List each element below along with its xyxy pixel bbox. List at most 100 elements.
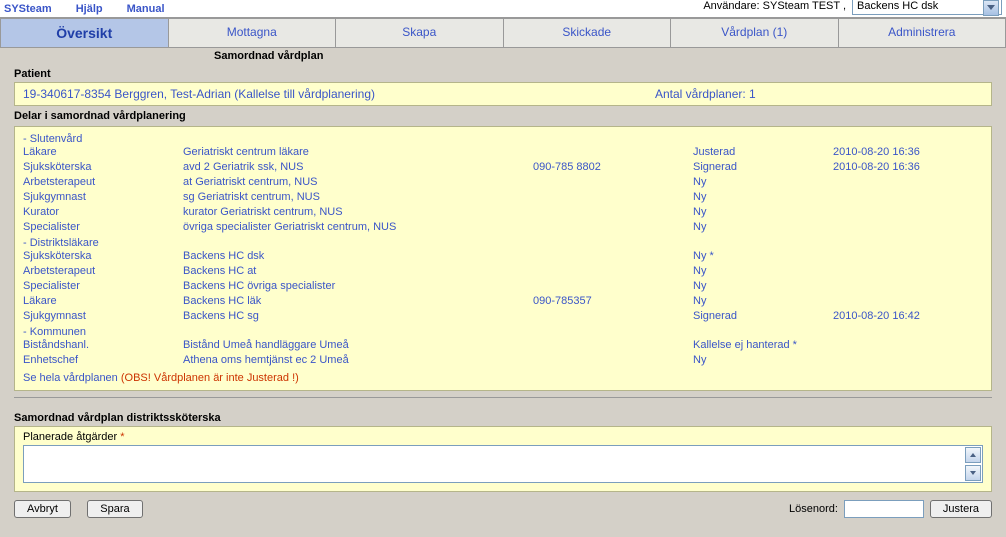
phone — [533, 175, 693, 190]
patient-box: 19-340617-8354 Berggren, Test-Adrian (Ka… — [14, 82, 992, 106]
actions-textarea[interactable] — [24, 446, 964, 482]
plan-row: SjukgymnastBackens HC sgSignerad2010-08-… — [23, 309, 983, 324]
tab-5[interactable]: Administrera — [839, 18, 1006, 47]
cancel-button[interactable]: Avbryt — [14, 500, 71, 518]
tab-4[interactable]: Vårdplan (1) — [671, 18, 839, 47]
timestamp — [833, 190, 983, 205]
adjust-button[interactable]: Justera — [930, 500, 992, 518]
field-label: Planerade åtgärder — [23, 431, 117, 443]
plan-box: SlutenvårdLäkareGeriatriskt centrum läka… — [14, 126, 992, 391]
status: Ny — [693, 264, 833, 279]
password-input[interactable] — [844, 500, 924, 518]
separator — [14, 397, 992, 398]
role: Kurator — [23, 205, 183, 220]
role: Enhetschef — [23, 353, 183, 368]
group-header: Distriktsläkare — [23, 237, 983, 249]
textarea-wrap — [23, 445, 983, 483]
role: Sjuksköterska — [23, 160, 183, 175]
role: Sjuksköterska — [23, 249, 183, 264]
tab-0[interactable]: Översikt — [0, 18, 169, 47]
status: Signerad — [693, 309, 833, 324]
unit: Geriatriskt centrum läkare — [183, 145, 533, 160]
scroll-down[interactable] — [965, 465, 981, 481]
unit: Backens HC sg — [183, 309, 533, 324]
field-label-row: Planerade åtgärder * — [23, 431, 983, 443]
role: Biståndshanl. — [23, 338, 183, 353]
phone — [533, 353, 693, 368]
see-full-plan-link[interactable]: Se hela vårdplanen — [23, 372, 121, 384]
timestamp — [833, 220, 983, 235]
password-label: Lösenord: — [789, 503, 838, 515]
unit: at Geriatriskt centrum, NUS — [183, 175, 533, 190]
unit: Backens HC läk — [183, 294, 533, 309]
unit: Athena oms hemtjänst ec 2 Umeå — [183, 353, 533, 368]
plan-count: Antal vårdplaner: 1 — [655, 87, 756, 101]
role: Arbetsterapeut — [23, 264, 183, 279]
group-header: Slutenvård — [23, 133, 983, 145]
plan-row: SpecialisterBackens HC övriga specialist… — [23, 279, 983, 294]
status: Ny — [693, 175, 833, 190]
link-help[interactable]: Hjälp — [76, 3, 103, 15]
unit-combo[interactable]: Backens HC dsk — [852, 0, 1002, 15]
status: Signerad — [693, 160, 833, 175]
scroll-up[interactable] — [965, 447, 981, 463]
buttons-left: Avbryt Spara — [14, 500, 143, 518]
plan-row: EnhetschefAthena oms hemtjänst ec 2 Umeå… — [23, 353, 983, 368]
buttons-row: Avbryt Spara Lösenord: Justera — [14, 500, 992, 518]
phone — [533, 205, 693, 220]
tabs: ÖversiktMottagnaSkapaSkickadeVårdplan (1… — [0, 18, 1006, 48]
role: Arbetsterapeut — [23, 175, 183, 190]
timestamp — [833, 294, 983, 309]
form-box: Planerade åtgärder * — [14, 426, 992, 492]
status: Ny — [693, 205, 833, 220]
status: Ny — [693, 353, 833, 368]
timestamp — [833, 264, 983, 279]
plan-row: LäkareGeriatriskt centrum läkare Justerad… — [23, 145, 983, 160]
timestamp — [833, 338, 983, 353]
tab-1[interactable]: Mottagna — [169, 18, 337, 47]
buttons-right: Lösenord: Justera — [789, 500, 992, 518]
link-manual[interactable]: Manual — [127, 3, 165, 15]
footer-note: Se hela vårdplanen (OBS! Vårdplanen är i… — [23, 372, 983, 384]
plan-row: Sjukgymnastsg Geriatriskt centrum, NUSNy — [23, 190, 983, 205]
plan-row: Kuratorkurator Geriatriskt centrum, NUS N… — [23, 205, 983, 220]
role: Läkare — [23, 145, 183, 160]
scroll-buttons — [965, 447, 981, 481]
phone — [533, 264, 693, 279]
tab-2[interactable]: Skapa — [336, 18, 504, 47]
plan-row: SjuksköterskaBackens HC dsk Ny * — [23, 249, 983, 264]
status: Kallelse ej hanterad * — [693, 338, 833, 353]
phone: 090-785357 — [533, 294, 693, 309]
top-left-links: SYSteam Hjälp Manual — [4, 3, 165, 15]
plan-row: Specialisterövriga specialister Geriatri… — [23, 220, 983, 235]
unit: kurator Geriatriskt centrum, NUS — [183, 205, 533, 220]
plan-row: Biståndshanl.Bistånd Umeå handläggare Um… — [23, 338, 983, 353]
timestamp — [833, 205, 983, 220]
status: Justerad — [693, 145, 833, 160]
phone — [533, 145, 693, 160]
phone: 090-785 8802 — [533, 160, 693, 175]
form-title: Samordnad vårdplan distriktssköterska — [14, 408, 992, 426]
link-systeam[interactable]: SYSteam — [4, 3, 52, 15]
patient-title: Patient — [14, 64, 992, 82]
timestamp — [833, 353, 983, 368]
plan-row: LäkareBackens HC läk090-785357Ny — [23, 294, 983, 309]
status: Ny — [693, 220, 833, 235]
patient-line: 19-340617-8354 Berggren, Test-Adrian (Ka… — [23, 87, 375, 101]
save-button[interactable]: Spara — [87, 500, 143, 518]
warn-text: (OBS! Vårdplanen är inte Justerad !) — [121, 372, 299, 384]
phone — [533, 309, 693, 324]
status: Ny — [693, 294, 833, 309]
status: Ny — [693, 190, 833, 205]
plan-row: Arbetsterapeutat Geriatriskt centrum, NU… — [23, 175, 983, 190]
phone — [533, 249, 693, 264]
phone — [533, 338, 693, 353]
plan-row: Sjuksköterskaavd 2 Geriatrik ssk, NUS090… — [23, 160, 983, 175]
tab-3[interactable]: Skickade — [504, 18, 672, 47]
role: Sjukgymnast — [23, 309, 183, 324]
sub-header: Samordnad vårdplan — [14, 48, 992, 64]
unit: Backens HC dsk — [183, 249, 533, 264]
timestamp — [833, 279, 983, 294]
status: Ny * — [693, 249, 833, 264]
role: Sjukgymnast — [23, 190, 183, 205]
